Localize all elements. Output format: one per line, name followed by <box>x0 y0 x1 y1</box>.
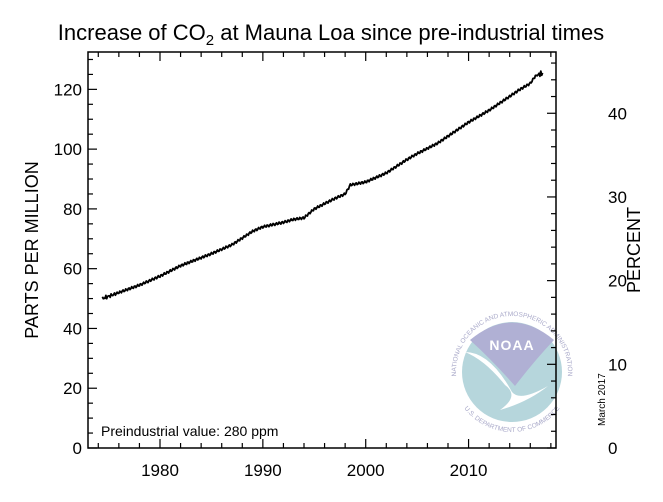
preindustrial-annotation: Preindustrial value: 280 ppm <box>101 423 278 439</box>
y-tick-label: 120 <box>54 80 82 99</box>
noaa-logo-text: NOAA <box>489 337 534 353</box>
y2-tick-label: 20 <box>608 272 627 291</box>
y-tick-label: 80 <box>63 200 82 219</box>
y-tick-label: 60 <box>63 260 82 279</box>
chart-title: Increase of CO2 at Mauna Loa since pre-i… <box>58 20 604 49</box>
noaa-logo: NOAA NATIONAL OCEANIC AND ATMOSPHERIC AD… <box>451 311 573 434</box>
y-tick-label: 0 <box>73 439 82 458</box>
x-tick-label: 1980 <box>141 461 179 480</box>
plot-frame <box>87 51 557 449</box>
x-tick-label: 1990 <box>244 461 282 480</box>
y2-axis-label: PERCENT <box>624 207 644 293</box>
y-tick-label: 100 <box>54 140 82 159</box>
date-note: March 2017 <box>597 373 608 426</box>
y-tick-label: 40 <box>63 319 82 338</box>
y2-tick-label: 0 <box>608 439 617 458</box>
y2-tick-label: 40 <box>608 104 627 123</box>
x-tick-label: 2010 <box>450 461 488 480</box>
axis-ticks <box>88 52 556 449</box>
co2-series-line <box>101 70 544 300</box>
y-tick-label: 20 <box>63 379 82 398</box>
y2-tick-label: 10 <box>608 355 627 374</box>
y2-tick-label: 30 <box>608 188 627 207</box>
x-tick-label: 2000 <box>347 461 385 480</box>
y-axis-label: PARTS PER MILLION <box>22 161 42 338</box>
